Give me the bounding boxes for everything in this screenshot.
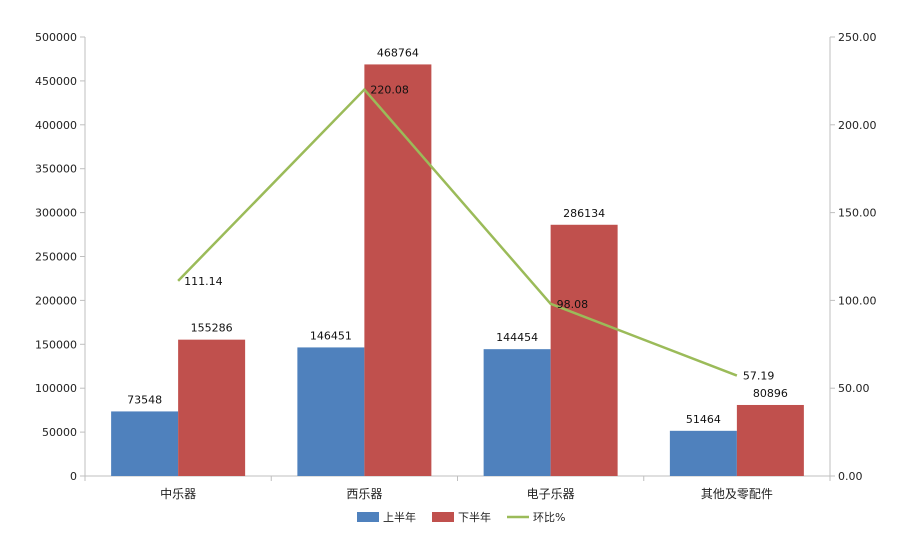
- category-label: 电子乐器: [527, 487, 575, 501]
- bar-h2: [550, 224, 618, 476]
- right-tick-label: 200.00: [838, 119, 877, 132]
- left-tick-label: 100000: [35, 382, 77, 395]
- left-tick-label: 0: [70, 470, 77, 483]
- left-tick-label: 350000: [35, 163, 77, 176]
- left-tick-label: 150000: [35, 338, 77, 351]
- left-tick-label: 500000: [35, 31, 77, 44]
- legend-label: 下半年: [458, 510, 491, 524]
- bar-h1: [483, 349, 551, 476]
- category-label: 中乐器: [160, 486, 196, 501]
- bar-data-label: 51464: [686, 413, 721, 426]
- bar-h1: [111, 411, 179, 476]
- bar-data-label: 144454: [496, 331, 538, 344]
- category-label: 西乐器: [346, 487, 382, 501]
- bar-h1: [669, 430, 737, 476]
- data-labels: 73548 146451 144454 51464 155286 468764 286134…: [127, 46, 788, 425]
- left-tick-label: 300000: [35, 207, 77, 220]
- left-tick-label: 50000: [42, 426, 77, 439]
- bar-h2: [178, 339, 246, 476]
- left-tick-label: 250000: [35, 251, 77, 264]
- legend: 上半年 下半年 环比%: [357, 510, 565, 524]
- bar-data-label: 468764: [377, 46, 419, 59]
- line-data-label: 57.19: [743, 370, 775, 383]
- bar-data-label: 286134: [563, 207, 605, 220]
- bar-h1: [297, 347, 365, 476]
- bar-data-label: 73548: [127, 393, 162, 406]
- category-label: 其他及零配件: [701, 487, 773, 501]
- left-y-axis: 0 50000 100000 150000 200000 250000 300000 3500…: [35, 31, 86, 483]
- bar-series: [111, 64, 804, 477]
- line-series: [177, 87, 738, 377]
- line-data-label: 111.14: [184, 275, 223, 288]
- left-tick-label: 200000: [35, 294, 77, 307]
- left-tick-label: 400000: [35, 119, 77, 132]
- ratio-line: [177, 87, 738, 377]
- right-tick-label: 150.00: [838, 207, 877, 220]
- line-data-label: 98.08: [557, 298, 589, 311]
- right-tick-label: 50.00: [838, 382, 870, 395]
- right-tick-label: 0.00: [838, 470, 863, 483]
- right-tick-label: 250.00: [838, 31, 877, 44]
- right-tick-label: 100.00: [838, 294, 877, 307]
- line-data-label: 220.08: [370, 84, 409, 97]
- legend-label: 上半年: [383, 510, 416, 524]
- bar-data-label: 155286: [191, 322, 233, 335]
- bar-data-label: 80896: [753, 387, 788, 400]
- bar-data-label: 146451: [310, 329, 352, 342]
- legend-swatch-h2: [432, 512, 454, 522]
- bar-h2: [364, 64, 432, 477]
- legend-swatch-h1: [357, 512, 379, 522]
- x-axis: 中乐器 西乐器 电子乐器 其他及零配件: [84, 475, 831, 501]
- bar-h2: [736, 404, 804, 476]
- legend-label: 环比%: [533, 511, 565, 524]
- left-tick-label: 450000: [35, 75, 77, 88]
- right-y-axis: 0.00 50.00 100.00 150.00 200.00 250.00: [829, 31, 877, 483]
